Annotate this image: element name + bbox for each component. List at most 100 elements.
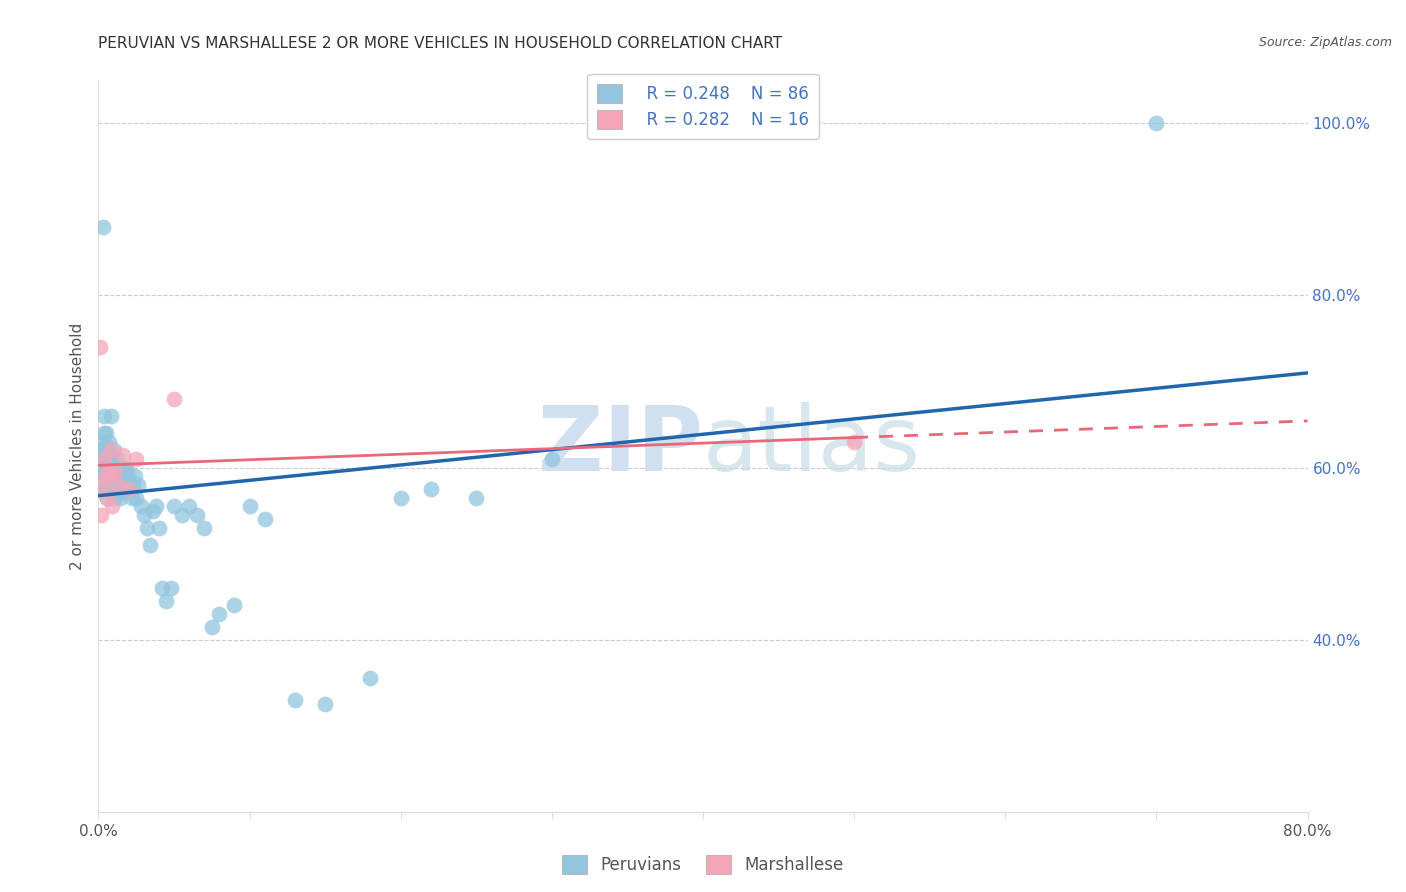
Point [89,340,111,354]
Point [98,434,121,449]
Point [105,486,128,500]
Point [91,482,114,496]
Point [127,477,149,491]
Point [96,456,118,470]
Point [94,482,117,496]
Text: PERUVIAN VS MARSHALLESE 2 OR MORE VEHICLES IN HOUSEHOLD CORRELATION CHART: PERUVIAN VS MARSHALLESE 2 OR MORE VEHICL… [98,36,783,51]
Point [121,491,143,505]
Point [844,434,866,449]
Point [201,620,224,634]
Point [94,465,117,479]
Point [94,426,117,441]
Point [105,469,128,483]
Point [100,465,122,479]
Point [90,508,112,522]
Point [108,474,131,488]
Point [118,482,141,496]
Point [132,508,155,522]
Point [224,598,246,612]
Point [100,409,122,423]
Point [122,477,145,491]
Point [100,482,122,496]
Point [115,465,138,479]
Point [107,482,129,496]
Point [101,500,124,514]
Point [111,448,134,462]
Point [125,491,148,505]
Point [104,482,127,496]
Point [89,451,111,466]
Point [104,465,127,479]
Point [108,491,131,505]
Point [107,477,129,491]
Point [98,465,121,479]
Point [101,451,124,466]
Point [91,443,114,458]
Point [98,465,121,479]
Point [125,451,148,466]
Point [94,469,117,483]
Point [142,503,165,517]
Point [103,491,125,505]
Point [465,491,488,505]
Point [114,460,136,475]
Point [150,581,173,595]
Point [96,469,118,483]
Point [93,426,115,441]
Point [101,469,124,483]
Point [90,443,112,458]
Point [284,693,307,707]
Text: atlas: atlas [703,402,921,490]
Point [93,451,115,466]
Point [239,500,262,514]
Point [120,474,142,488]
Point [360,671,382,685]
Point [420,482,443,496]
Point [139,538,162,552]
Point [96,491,118,505]
Point [91,219,114,234]
Point [94,451,117,466]
Point [110,469,132,483]
Text: Source: ZipAtlas.com: Source: ZipAtlas.com [1258,36,1392,49]
Point [93,409,115,423]
Legend: Peruvians, Marshallese: Peruvians, Marshallese [553,845,853,884]
Point [93,448,115,462]
Point [135,521,157,535]
Point [1144,116,1167,130]
Point [103,474,125,488]
Point [90,465,112,479]
Point [155,594,177,608]
Point [91,460,114,475]
Point [90,434,112,449]
Point [110,486,132,500]
Point [129,500,152,514]
Point [170,508,193,522]
Y-axis label: 2 or more Vehicles in Household: 2 or more Vehicles in Household [70,322,86,570]
Point [111,460,134,475]
Point [103,443,125,458]
Point [112,477,135,491]
Point [389,491,412,505]
Text: ZIP: ZIP [538,402,703,490]
Point [100,443,122,458]
Point [253,512,276,526]
Point [94,439,117,453]
Point [540,451,562,466]
Point [208,607,231,621]
Point [124,469,146,483]
Point [163,500,186,514]
Point [104,465,127,479]
Point [193,521,215,535]
Point [98,482,121,496]
Point [98,451,121,466]
Point [93,469,115,483]
Point [314,697,336,711]
Point [103,460,125,475]
Point [179,500,201,514]
Point [145,500,167,514]
Point [96,491,118,505]
Point [160,581,183,595]
Point [91,477,114,491]
Point [101,486,124,500]
